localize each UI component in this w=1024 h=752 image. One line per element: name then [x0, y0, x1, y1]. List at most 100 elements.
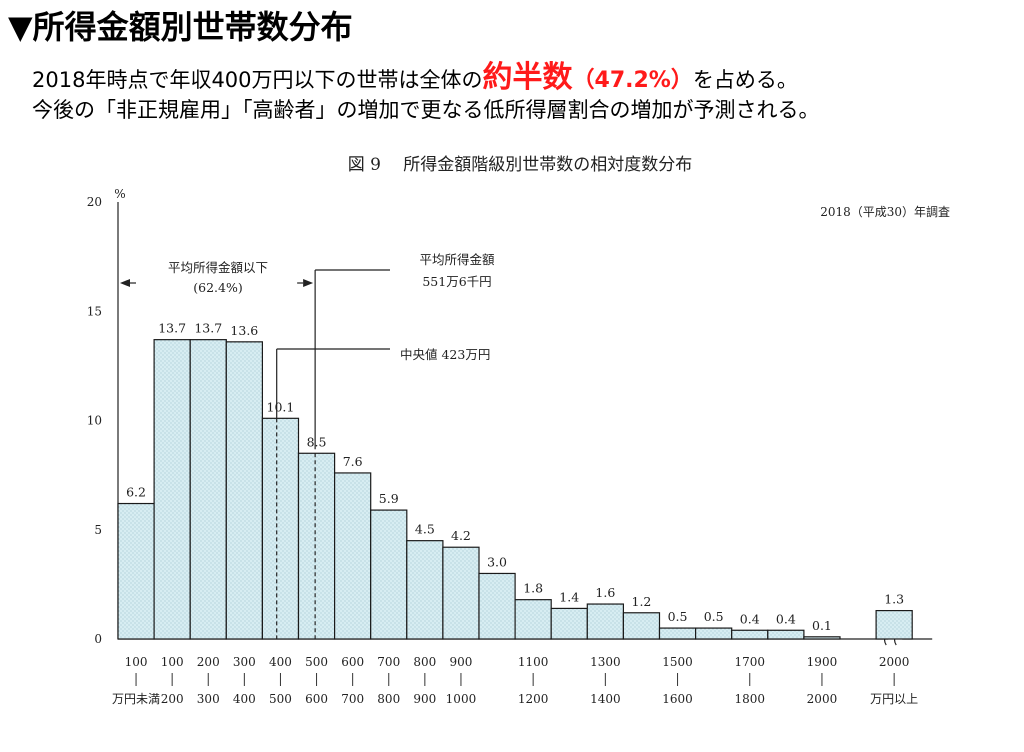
x-tick-label-bottom: 1000 — [446, 692, 477, 706]
bar — [622, 612, 661, 640]
x-tick-label-bottom: 400 — [233, 692, 256, 706]
bar — [334, 472, 372, 640]
x-tick-label-bottom: 700 — [341, 692, 364, 706]
bar — [803, 636, 841, 640]
bar — [261, 417, 300, 640]
bars — [117, 339, 913, 640]
lead-line-1-text: 2018年時点で年収400万円以下の世帯は全体の — [32, 68, 483, 92]
x-tick-label-top: 700 — [377, 655, 400, 669]
y-tick-label: 0 — [94, 632, 102, 646]
bar-value-label: 1.4 — [559, 589, 579, 604]
x-tick-label-bottom: 1800 — [734, 692, 765, 706]
x-tick-label-bottom: 万円以上 — [870, 692, 918, 706]
bar-value-label: 13.6 — [230, 323, 258, 338]
emphasis-percent: （47.2%） — [572, 68, 693, 93]
x-tick-label-top: 1700 — [734, 655, 765, 669]
bar-value-label: 3.0 — [487, 554, 507, 569]
lead-line-1-tail: を占める。 — [692, 68, 798, 92]
bar-value-label: 0.1 — [812, 618, 832, 633]
x-tick-label-top: 200 — [197, 655, 220, 669]
bar-value-label: 0.4 — [740, 611, 760, 626]
bar-value-label: 1.3 — [884, 592, 904, 607]
bar — [225, 341, 264, 640]
bar-value-label: 0.5 — [668, 609, 688, 624]
bar — [478, 572, 516, 640]
bar-value-label: 6.2 — [126, 485, 146, 500]
y-tick-label: 20 — [87, 195, 102, 209]
lead-line-2: 今後の「非正規雇用」「高齢者」の増加で更なる低所得層割合の増加が予測される。 — [32, 98, 820, 122]
arrow-left-icon — [120, 279, 130, 287]
bar-value-label: 13.7 — [158, 321, 186, 336]
bar — [297, 452, 336, 640]
x-tick-label-top: 300 — [233, 655, 256, 669]
value-labels: 6.2 13.7 13.7 13.6 10.1 8.5 7.6 5.9 4.5 4.2 3.0 1.8… — [126, 321, 904, 633]
mean-label: 平均所得金額 — [419, 252, 495, 267]
bar-value-label: 13.7 — [194, 321, 222, 336]
x-tick-label-bottom: 800 — [377, 692, 400, 706]
x-tick-label-bottom: 2000 — [807, 692, 838, 706]
x-tick-label-top: 100 — [125, 655, 148, 669]
bar — [694, 627, 733, 640]
x-tick-label-bottom: 500 — [269, 692, 292, 706]
y-unit-label: % — [114, 187, 125, 201]
lead-line-1: 2018年時点で年収400万円以下の世帯は全体の約半数（47.2%）を占める。 — [32, 52, 798, 96]
x-tick-label-top: 400 — [269, 655, 292, 669]
x-tick-label-bottom: 600 — [305, 692, 328, 706]
bar-value-label: 5.9 — [379, 491, 399, 506]
below-mean-pct: (62.4%) — [193, 280, 242, 295]
emphasis-half: 約半数 — [482, 60, 573, 95]
x-tick-label-top: 800 — [413, 655, 436, 669]
bar-value-label: 0.4 — [776, 611, 796, 626]
x-tick-label-top: 100 — [161, 655, 184, 669]
income-distribution-chart: 図 9 所得金額階級別世帯数の相対度数分布 2018（平成30）年調査 % 0 5… — [87, 155, 950, 706]
slide-title: ▼所得金額別世帯数分布 — [8, 8, 353, 46]
mean-value: 551万6千円 — [422, 274, 491, 289]
y-tick-label: 5 — [94, 523, 102, 537]
bar — [442, 546, 480, 640]
bar — [731, 629, 769, 640]
x-tick-label-top: 1900 — [807, 655, 838, 669]
bar — [370, 509, 408, 640]
x-tick-label-top: 2000 — [879, 655, 910, 669]
annotations: 平均所得金額以下 (62.4%) 平均所得金額 551万6千円 中央値 423万… — [120, 252, 495, 639]
x-tick-label-top: 900 — [449, 655, 472, 669]
x-tick-label-bottom: 万円未満 — [112, 692, 160, 706]
bar — [875, 609, 913, 640]
bar — [189, 339, 227, 640]
bar — [406, 540, 444, 640]
survey-note: 2018（平成30）年調査 — [820, 205, 950, 219]
median-label: 中央値 423万円 — [400, 347, 490, 362]
x-tick-label-top: 1300 — [590, 655, 621, 669]
bar — [550, 607, 588, 640]
x-tick-label-bottom: 1200 — [518, 692, 549, 706]
bar-value-label: 0.5 — [704, 609, 724, 624]
x-tick-label-bottom: 900 — [413, 692, 436, 706]
bar-value-label: 1.8 — [523, 581, 543, 596]
bar — [586, 603, 624, 640]
x-tick-label-bottom: 1600 — [662, 692, 693, 706]
below-mean-label: 平均所得金額以下 — [168, 260, 268, 275]
x-tick-label-bottom: 1400 — [590, 692, 621, 706]
bar-value-label: 4.2 — [451, 528, 471, 543]
bar — [117, 502, 155, 640]
bar-value-label: 8.5 — [307, 434, 327, 449]
y-tick-label: 10 — [87, 414, 102, 428]
x-tick-label-top: 500 — [305, 655, 328, 669]
bar-value-label: 10.1 — [267, 399, 295, 414]
y-tick-label: 15 — [87, 304, 102, 318]
bar-value-label: 7.6 — [343, 454, 363, 469]
x-tick-label-bottom: 200 — [161, 692, 184, 706]
bar — [514, 599, 552, 640]
x-tick-label-top: 1100 — [518, 655, 549, 669]
arrow-right-icon — [303, 279, 314, 287]
bar-value-label: 4.5 — [415, 522, 435, 537]
x-axis-labels: 100 万円未満 100 200 200 300 300 400 400 500 500 600 600… — [112, 655, 918, 706]
bar-value-label: 1.2 — [632, 594, 652, 609]
bar — [153, 339, 191, 640]
chart-title: 図 9 所得金額階級別世帯数の相対度数分布 — [348, 155, 693, 175]
x-tick-label-bottom: 300 — [197, 692, 220, 706]
bar — [658, 627, 697, 640]
x-tick-label-top: 600 — [341, 655, 364, 669]
x-tick-label-top: 1500 — [662, 655, 693, 669]
bar — [767, 629, 805, 640]
